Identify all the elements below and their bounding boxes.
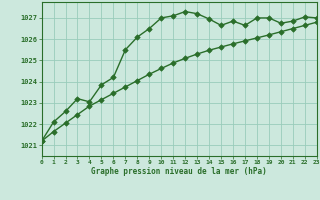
X-axis label: Graphe pression niveau de la mer (hPa): Graphe pression niveau de la mer (hPa) xyxy=(91,167,267,176)
